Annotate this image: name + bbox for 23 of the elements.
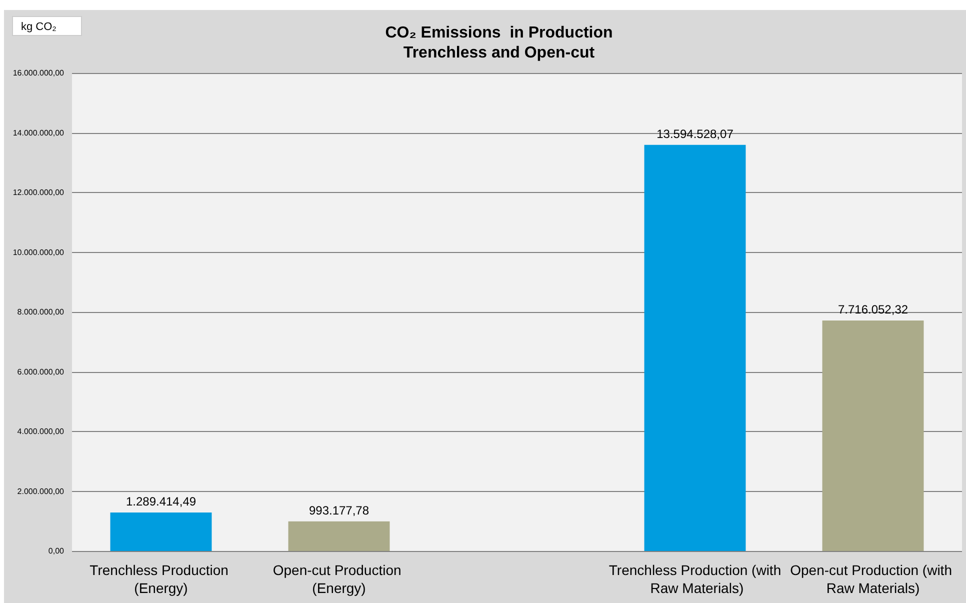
chart-title: CO₂ Emissions in Production Trenchless and Open-cut <box>385 24 613 62</box>
y-tick-label: 14.000.000,00 <box>12 128 65 138</box>
bar <box>822 320 924 551</box>
x-tick-label: Open-cut Production (with Raw Materials) <box>790 562 956 596</box>
y-tick-label: 4.000.000,00 <box>17 427 65 436</box>
x-tick-label: Open-cut Production (Energy) <box>272 562 406 596</box>
x-tick-label: Trenchless Production (Energy) <box>90 562 232 596</box>
data-label: 7.716.052,32 <box>838 302 908 316</box>
y-axis-title: kg CO₂ <box>12 16 82 36</box>
y-tick-label: 2.000.000,00 <box>17 486 65 496</box>
y-tick-label: 12.000.000,00 <box>12 188 65 197</box>
data-label: 13.594.528,07 <box>656 126 734 141</box>
y-tick-label: 0,00 <box>48 546 65 556</box>
bar <box>644 144 746 551</box>
x-tick-label: Trenchless Production (with Raw Materials) <box>608 562 782 596</box>
y-tick-label: 16.000.000,00 <box>12 68 65 78</box>
bar <box>110 512 212 551</box>
data-label: 993.177,78 <box>308 503 370 518</box>
data-label: 1.289.414,49 <box>126 494 196 508</box>
y-tick-label: 10.000.000,00 <box>12 248 65 257</box>
bar <box>288 521 390 551</box>
y-tick-label: 6.000.000,00 <box>17 367 65 376</box>
y-tick-label: 8.000.000,00 <box>17 308 65 316</box>
